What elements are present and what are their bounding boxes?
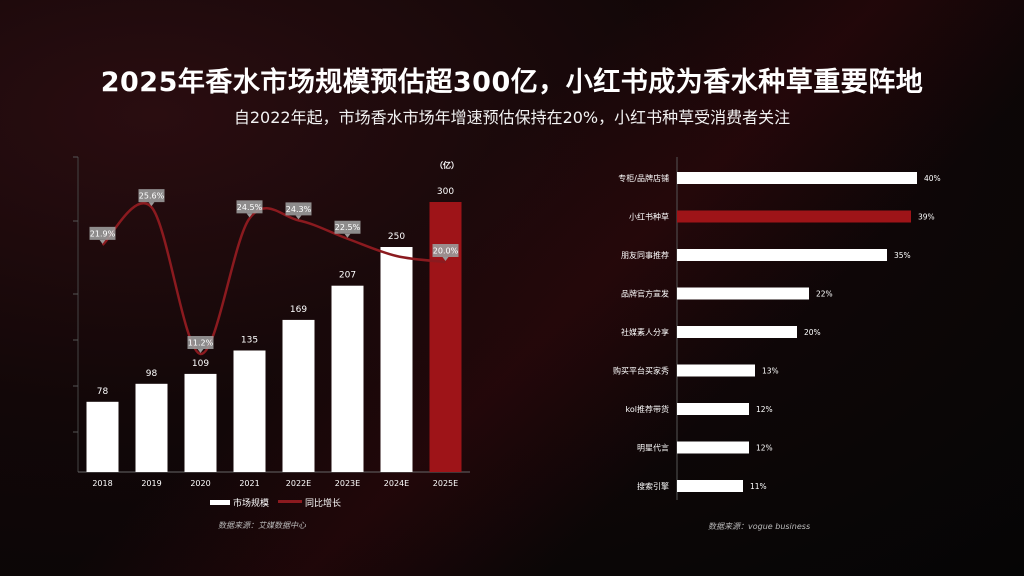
category-label: 明星代言	[637, 443, 669, 453]
hbar-3	[677, 287, 809, 300]
right-chart-source: 数据来源：vogue business	[708, 522, 811, 531]
legend-label-bar: 市场规模	[233, 497, 269, 509]
hbar-0	[677, 172, 917, 184]
value-label: 12%	[756, 405, 773, 414]
left-chart-source: 数据来源：艾媒数据中心	[218, 521, 306, 530]
growth-label-box	[187, 336, 214, 349]
hbar-8	[677, 480, 743, 492]
growth-label: 25.6%	[139, 192, 165, 201]
growth-label-pointer	[197, 349, 204, 353]
growth-label-box	[138, 189, 165, 203]
x-tick-label: 2021	[239, 479, 259, 488]
value-label: 11%	[750, 482, 767, 491]
growth-label: 24.3%	[286, 205, 312, 214]
bar-2019	[135, 383, 168, 472]
x-tick-label: 2025E	[433, 479, 458, 488]
value-label: 40%	[924, 174, 941, 183]
category-label: 专柜/品牌店铺	[618, 173, 669, 183]
hbar-1	[677, 210, 911, 223]
bar-value-label: 78	[97, 387, 109, 397]
value-label: 39%	[918, 213, 935, 222]
growth-label: 11.2%	[188, 339, 214, 348]
bar-2024E	[380, 247, 413, 472]
page-subtitle: 自2022年起，市场香水市场年增速预估保持在20%，小红书种草受消费者关注	[233, 108, 791, 127]
category-label: 小红书种草	[629, 212, 669, 222]
bar-value-label: 300	[437, 187, 454, 197]
category-label: 搜索引擎	[637, 481, 669, 491]
bar-value-label: 135	[241, 336, 258, 346]
growth-label-box	[285, 202, 312, 216]
growth-label-box	[334, 220, 361, 234]
value-label: 20%	[804, 328, 821, 337]
growth-label: 24.5%	[237, 203, 263, 212]
category-label: 品牌官方宣发	[621, 289, 669, 299]
x-tick-label: 2022E	[286, 479, 311, 488]
category-label: 朋友同事推荐	[621, 250, 669, 260]
hbar-4	[677, 326, 797, 338]
legend-label-line: 同比增长	[305, 497, 341, 509]
growth-label-pointer	[344, 233, 351, 238]
bar-value-label: 207	[339, 271, 356, 281]
x-tick-label: 2024E	[384, 479, 409, 488]
bar-value-label: 109	[192, 359, 209, 369]
value-label: 13%	[762, 367, 779, 376]
growth-label: 20.0%	[433, 247, 459, 256]
bar-2018	[86, 401, 119, 472]
bar-2023E	[331, 285, 364, 472]
value-label: 22%	[816, 290, 833, 299]
x-tick-label: 2020	[190, 479, 210, 488]
category-label: 购买平台买家秀	[613, 366, 669, 376]
x-tick-label: 2019	[141, 479, 161, 488]
growth-line	[101, 202, 446, 356]
hbar-6	[677, 403, 749, 415]
bar-value-label: 250	[388, 232, 405, 242]
growth-label-box	[432, 244, 459, 257]
bar-2021	[233, 350, 266, 472]
hbar-2	[677, 249, 887, 261]
growth-label-box	[89, 226, 116, 240]
hbar-7	[677, 441, 749, 454]
legend-swatch-bar	[210, 500, 230, 505]
bar-2020	[184, 373, 217, 472]
growth-label-pointer	[442, 257, 449, 261]
value-label: 12%	[756, 444, 773, 453]
legend-swatch-line	[278, 500, 302, 503]
x-tick-label: 2018	[92, 479, 112, 488]
growth-label-pointer	[148, 202, 155, 207]
category-label: 社媒素人分享	[621, 327, 669, 337]
page-title: 2025年香水市场规模预估超300亿，小红书成为香水种草重要阵地	[100, 67, 924, 98]
growth-label: 22.5%	[335, 223, 361, 232]
growth-label: 21.9%	[90, 229, 116, 238]
hbar-5	[677, 364, 755, 377]
category-label: kol推荐带货	[626, 404, 669, 414]
growth-label-box	[236, 200, 263, 214]
unit-label: （亿）	[435, 160, 459, 170]
bar-value-label: 169	[290, 305, 307, 315]
x-tick-label: 2023E	[335, 479, 360, 488]
bar-2022E	[282, 319, 315, 472]
bar-value-label: 98	[146, 369, 158, 379]
growth-label-pointer	[246, 213, 253, 218]
growth-label-pointer	[295, 215, 302, 220]
value-label: 35%	[894, 251, 911, 260]
growth-label-pointer	[99, 239, 106, 244]
